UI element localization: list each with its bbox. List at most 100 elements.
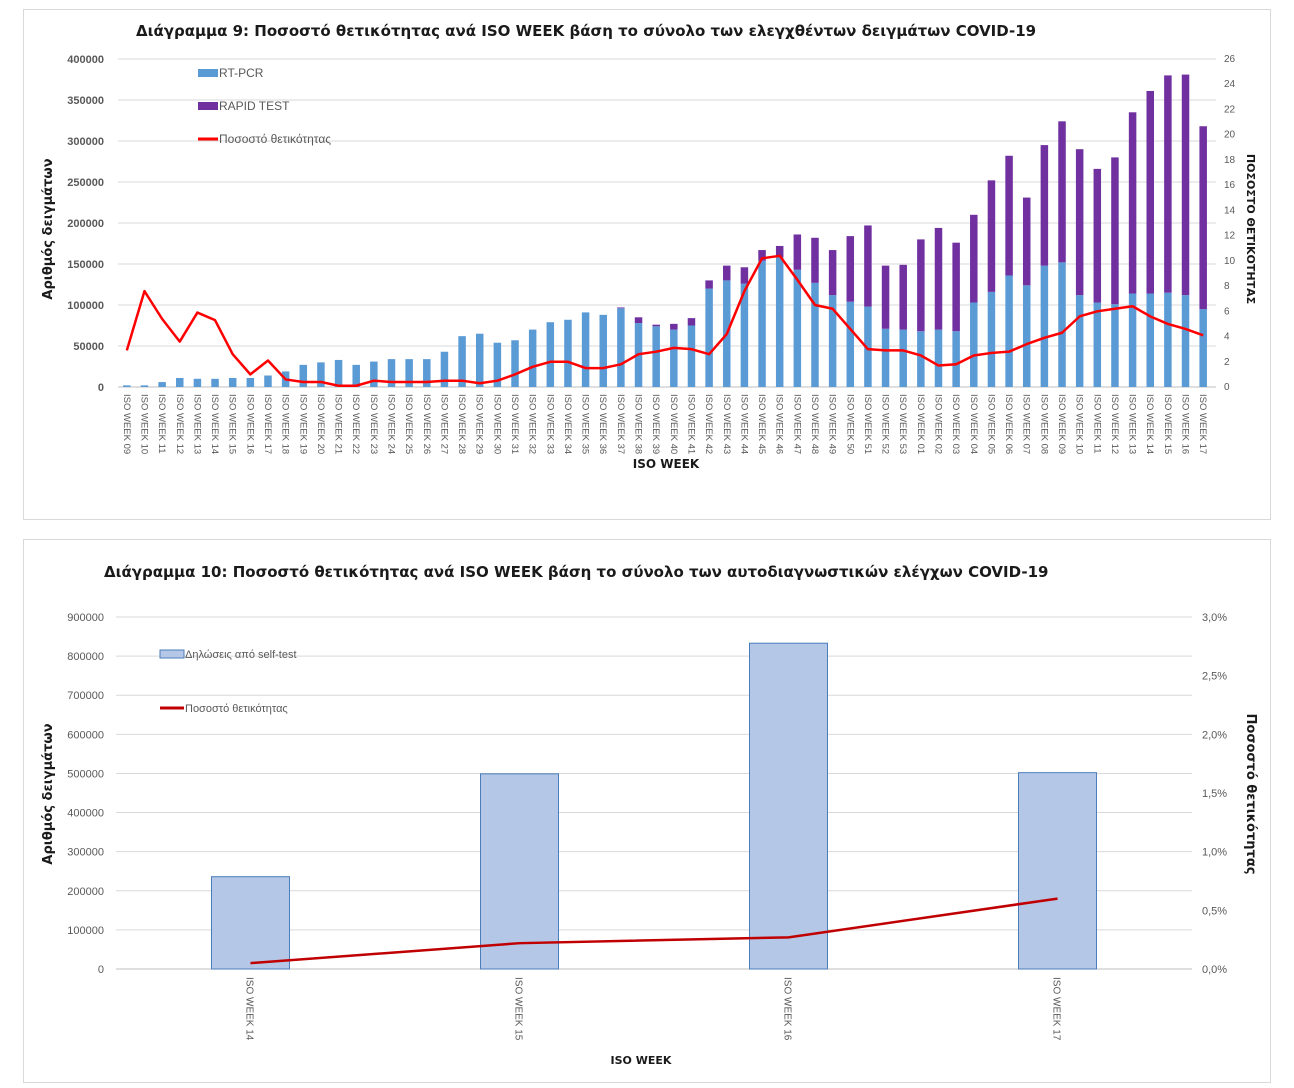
x-tick-label: ISO WEEK 16	[782, 977, 793, 1041]
y2-tick-label: 1,5%	[1202, 788, 1227, 800]
bar-rapid-test	[1146, 90, 1154, 294]
x-tick-label: ISO WEEK 10	[138, 394, 149, 454]
x-tick-label: ISO WEEK 16	[244, 394, 255, 454]
y2-tick-label: 12	[1224, 231, 1236, 242]
chart-9: Διάγραμμα 9: Ποσοστό θετικότητας ανά ISO…	[41, 22, 1257, 471]
legend-swatch-rapid-test	[198, 102, 218, 110]
bar-rapid-test	[617, 307, 625, 309]
x-tick-label: ISO WEEK 17	[1051, 977, 1062, 1041]
bar-rt-pcr	[970, 302, 978, 387]
x-tick-label: ISO WEEK 16	[1180, 394, 1191, 454]
y2-tick-label: 0,0%	[1202, 964, 1227, 976]
x-axis-label: ISO WEEK	[633, 457, 700, 471]
bar-rt-pcr	[828, 295, 837, 387]
y2-tick-label: 10	[1224, 256, 1236, 267]
y-tick-label: 250000	[67, 177, 104, 189]
y-tick-label: 100000	[67, 925, 104, 937]
x-tick-label: ISO WEEK 26	[421, 394, 432, 454]
x-tick-label: ISO WEEK 24	[386, 394, 397, 454]
y2-tick-label: 26	[1224, 54, 1236, 65]
bar-rt-pcr	[811, 282, 819, 387]
x-tick-label: ISO WEEK 39	[650, 394, 661, 454]
x-tick-label: ISO WEEK 30	[491, 394, 502, 454]
bar-rt-pcr	[652, 326, 660, 387]
positivity-line	[125, 254, 1204, 387]
y-tick-label: 350000	[67, 95, 104, 107]
bar-rt-pcr	[370, 361, 378, 387]
y2-tick-label: 2,0%	[1202, 729, 1227, 741]
x-tick-label: ISO WEEK 41	[685, 394, 696, 454]
bar-rapid-test	[828, 250, 837, 296]
legend: Δηλώσεις από self-test Ποσοστό θετικότητ…	[159, 649, 297, 715]
bar-rt-pcr	[1128, 293, 1137, 387]
bar-rt-pcr	[228, 377, 237, 387]
x-tick-label: ISO WEEK 38	[633, 394, 644, 454]
bar-rt-pcr	[1146, 293, 1154, 387]
bar-rapid-test	[1075, 149, 1084, 296]
bar-rt-pcr	[599, 314, 607, 387]
x-tick-label: ISO WEEK 06	[1003, 394, 1014, 454]
y2-tick-label: 8	[1224, 281, 1230, 292]
bar-rapid-test	[1005, 155, 1013, 276]
bar-rt-pcr	[670, 329, 678, 387]
bar-rapid-test	[811, 237, 819, 283]
y2-axis-label: ΠΟΣΟΣΤΟ ΘΕΤΙΚΟΤΗΤΑΣ	[1244, 154, 1257, 304]
bar-rt-pcr	[458, 336, 466, 387]
bar-rt-pcr	[423, 359, 431, 387]
bar-rt-pcr	[352, 364, 360, 387]
y-axis-label: Αριθμός δειγμάτων	[41, 723, 56, 864]
bar-rt-pcr	[387, 359, 396, 387]
y-tick-label: 600000	[67, 729, 104, 741]
bar-rapid-test	[1164, 75, 1172, 293]
bar-rt-pcr	[881, 328, 890, 387]
bar-rt-pcr	[440, 351, 449, 387]
bar-rt-pcr	[1022, 285, 1031, 387]
bar-rt-pcr	[987, 291, 996, 387]
y2-tick-label: 16	[1224, 180, 1236, 191]
y2-tick-label: 14	[1224, 205, 1236, 216]
x-tick-label: ISO WEEK 35	[580, 394, 591, 454]
x-tick-label: ISO WEEK 42	[703, 394, 714, 454]
bar-rt-pcr	[1181, 295, 1190, 387]
x-tick-label: ISO WEEK 31	[509, 394, 520, 454]
y2-tick-label: 0	[1224, 382, 1230, 393]
x-tick-label: ISO WEEK 14	[1144, 394, 1155, 454]
x-tick-label: ISO WEEK 19	[297, 394, 308, 454]
y2-tick-label: 20	[1224, 130, 1236, 141]
x-tick-label: ISO WEEK 14	[244, 977, 255, 1041]
bar-rt-pcr	[1093, 302, 1102, 387]
legend-label-positivity: Ποσοστό θετικότητας	[219, 132, 331, 146]
y2-axis-label: Ποσοστό θετικότητας	[1243, 714, 1258, 875]
x-tick-label: ISO WEEK 02	[933, 394, 944, 454]
y2-tick-label: 4	[1224, 332, 1230, 343]
bar-rt-pcr	[158, 382, 166, 387]
x-tick-label: ISO WEEK 08	[1038, 394, 1049, 454]
bar-rapid-test	[934, 227, 943, 330]
chart-10: Διάγραμμα 10: Ποσοστό θετικότητας ανά IS…	[41, 563, 1258, 1067]
bar-rt-pcr	[493, 342, 502, 387]
x-tick-label: ISO WEEK 49	[827, 394, 838, 454]
x-tick-label: ISO WEEK 01	[915, 394, 926, 454]
bar-rt-pcr	[793, 269, 802, 387]
bar-rt-pcr	[528, 329, 537, 387]
bar-rt-pcr	[1199, 309, 1207, 387]
x-tick-label: ISO WEEK 52	[880, 394, 891, 454]
x-tick-label: ISO WEEK 05	[985, 394, 996, 454]
x-tick-label: ISO WEEK 21	[333, 394, 344, 454]
y-tick-label: 150000	[67, 259, 104, 271]
y2-tick-label: 22	[1224, 104, 1236, 115]
bar-rapid-test	[758, 250, 766, 261]
bar-rapid-test	[687, 318, 696, 326]
bar-rapid-test	[793, 234, 802, 270]
bar-rt-pcr	[1075, 295, 1084, 387]
bar-rapid-test	[775, 245, 784, 258]
bar-self-test	[1018, 772, 1097, 970]
x-axis-label: ISO WEEK	[611, 1054, 672, 1067]
bar-rt-pcr	[334, 359, 343, 387]
legend-label-self-test: Δηλώσεις από self-test	[185, 649, 297, 661]
x-tick-label: ISO WEEK 15	[227, 394, 238, 454]
bar-rt-pcr	[758, 260, 766, 387]
x-tick-label: ISO WEEK 18	[280, 394, 291, 454]
bar-rt-pcr	[687, 325, 696, 387]
bar-rapid-test	[1022, 197, 1031, 286]
